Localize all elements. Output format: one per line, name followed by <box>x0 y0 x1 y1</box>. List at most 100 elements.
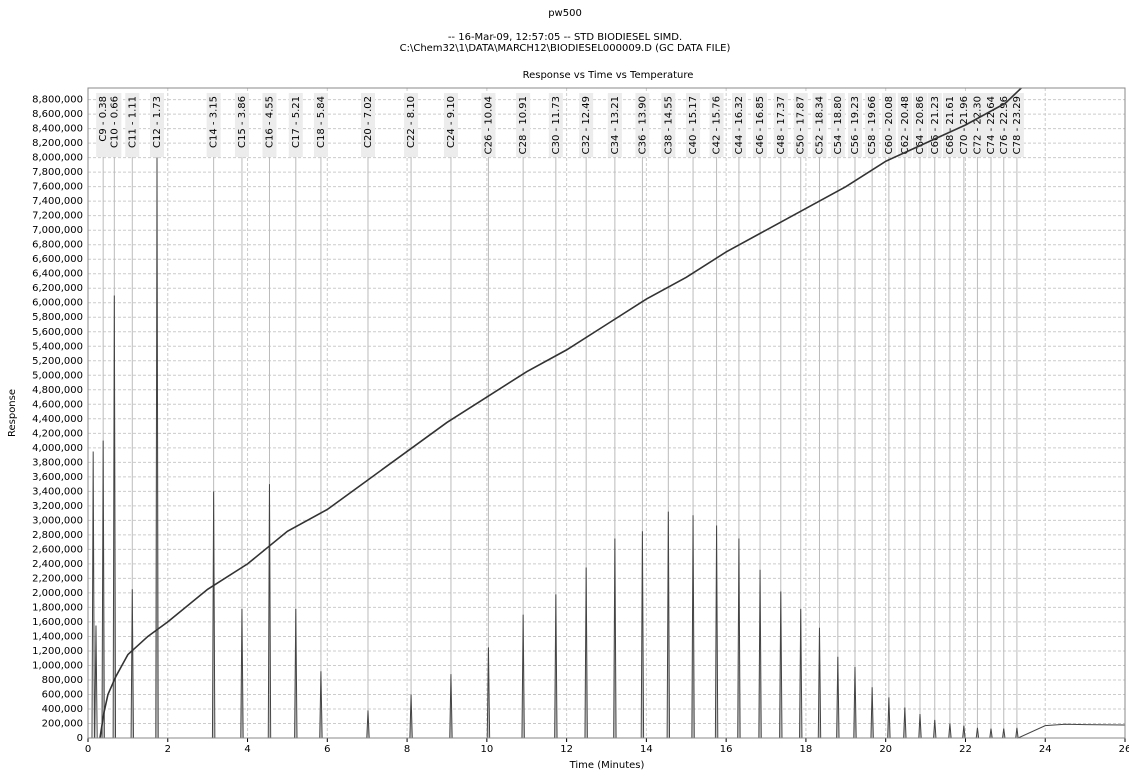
peak-label: C28 - 10.91 <box>518 96 529 154</box>
x-tick-label: 12 <box>560 744 573 755</box>
y-axis-label: Response <box>7 389 18 437</box>
peak-label: C60 - 20.08 <box>884 96 895 154</box>
peak-label-box <box>516 93 531 157</box>
x-tick-label: 16 <box>720 744 733 755</box>
peak-label: C26 - 10.04 <box>483 96 494 154</box>
peak-label-box <box>443 93 458 157</box>
y-tick-label: 8,800,000 <box>32 95 83 106</box>
x-tick-label: 0 <box>85 744 91 755</box>
peak-label: C36 - 13.90 <box>637 96 648 154</box>
y-tick-label: 0 <box>77 733 83 744</box>
peak-label: C24 - 9.10 <box>446 96 457 148</box>
peak-label: C14 - 3.15 <box>209 96 220 148</box>
peak-label-box <box>234 93 249 157</box>
y-tick-label: 2,200,000 <box>32 573 83 584</box>
peak-label: C48 - 17.37 <box>776 96 787 154</box>
x-tick-label: 20 <box>879 744 892 755</box>
peak-label: C44 - 16.32 <box>734 96 745 154</box>
y-tick-label: 3,800,000 <box>32 457 83 468</box>
y-tick-label: 5,800,000 <box>32 312 83 323</box>
peak-label-box <box>548 93 563 157</box>
peak-label: C15 - 3.86 <box>237 96 248 148</box>
x-tick-label: 2 <box>165 744 171 755</box>
peak-label-box <box>288 93 303 157</box>
peak-label-box <box>96 93 111 157</box>
y-tick-label: 8,200,000 <box>32 138 83 149</box>
y-tick-label: 1,600,000 <box>32 617 83 628</box>
y-tick-label: 2,600,000 <box>32 544 83 555</box>
peak-label: C10 - 0.66 <box>109 96 120 148</box>
x-tick-label: 24 <box>1039 744 1052 755</box>
peak-label: C58 - 19.66 <box>867 96 878 154</box>
y-tick-label: 7,400,000 <box>32 196 83 207</box>
y-tick-label: 7,800,000 <box>32 167 83 178</box>
peak-label-box <box>996 93 1011 157</box>
y-tick-label: 5,000,000 <box>32 370 83 381</box>
peak-label-box <box>970 93 985 157</box>
peak-label: C62 - 20.48 <box>900 96 911 154</box>
y-tick-label: 2,800,000 <box>32 530 83 541</box>
y-tick-label: 6,000,000 <box>32 298 83 309</box>
peak-label-box <box>731 93 746 157</box>
peak-label-box <box>360 93 375 157</box>
y-tick-label: 1,800,000 <box>32 602 83 613</box>
peak-label-box <box>847 93 862 157</box>
peak-label: C54 - 18.80 <box>833 96 844 154</box>
peak-label-box <box>793 93 808 157</box>
peak-label-box <box>686 93 701 157</box>
peak-label-box <box>1009 93 1024 157</box>
y-tick-label: 6,200,000 <box>32 283 83 294</box>
y-tick-label: 2,000,000 <box>32 588 83 599</box>
y-tick-label: 7,600,000 <box>32 182 83 193</box>
peak-label: C38 - 14.55 <box>663 96 674 154</box>
peak-label: C9 - 0.38 <box>98 96 109 142</box>
y-tick-label: 4,200,000 <box>32 428 83 439</box>
y-tick-label: 8,600,000 <box>32 109 83 120</box>
y-tick-label: 5,600,000 <box>32 327 83 338</box>
peak-label: C12 - 1.73 <box>152 96 163 148</box>
subtitle: -- 16-Mar-09, 12:57:05 -- STD BIODIESEL … <box>448 32 682 43</box>
peak-label-box <box>206 93 221 157</box>
y-tick-label: 2,400,000 <box>32 559 83 570</box>
peak-label: C30 - 11.73 <box>551 96 562 154</box>
peak-label-box <box>812 93 827 157</box>
chart-title: pw500 <box>548 8 582 19</box>
y-tick-label: 4,600,000 <box>32 399 83 410</box>
peak-label: C16 - 4.55 <box>264 96 275 148</box>
peak-label: C32 - 12.49 <box>581 96 592 154</box>
peak-label: C78 - 23.29 <box>1012 96 1023 154</box>
x-tick-label: 26 <box>1119 744 1129 755</box>
y-tick-label: 1,400,000 <box>32 631 83 642</box>
peak-label-box <box>773 93 788 157</box>
peak-label-box <box>912 93 927 157</box>
subtitle: C:\Chem32\1\DATA\MARCH12\BIODIESEL000009… <box>400 43 731 54</box>
peak-label-box <box>753 93 768 157</box>
y-tick-label: 6,400,000 <box>32 269 83 280</box>
y-tick-label: 7,200,000 <box>32 211 83 222</box>
y-tick-label: 1,200,000 <box>32 646 83 657</box>
peak-label-box <box>107 93 122 157</box>
y-tick-label: 7,000,000 <box>32 225 83 236</box>
y-tick-label: 200,000 <box>42 718 83 729</box>
peak-label-box <box>865 93 880 157</box>
x-tick-label: 4 <box>244 744 250 755</box>
peak-label-box <box>661 93 676 157</box>
y-tick-label: 3,200,000 <box>32 501 83 512</box>
peak-label-box <box>313 93 328 157</box>
peak-label-box <box>942 93 957 157</box>
y-tick-label: 400,000 <box>42 704 83 715</box>
peak-label: C42 - 15.76 <box>712 96 723 154</box>
y-tick-label: 3,400,000 <box>32 486 83 497</box>
y-tick-label: 4,800,000 <box>32 385 83 396</box>
peak-label-box <box>635 93 650 157</box>
peak-label: C52 - 18.34 <box>814 96 825 154</box>
peak-label-box <box>262 93 277 157</box>
y-tick-label: 600,000 <box>42 689 83 700</box>
peak-label-box <box>481 93 496 157</box>
peak-label: C17 - 5.21 <box>291 96 302 148</box>
y-tick-label: 3,600,000 <box>32 472 83 483</box>
series-line <box>99 87 1022 739</box>
y-tick-label: 800,000 <box>42 675 83 686</box>
peak-label: C74 - 22.64 <box>986 96 997 154</box>
